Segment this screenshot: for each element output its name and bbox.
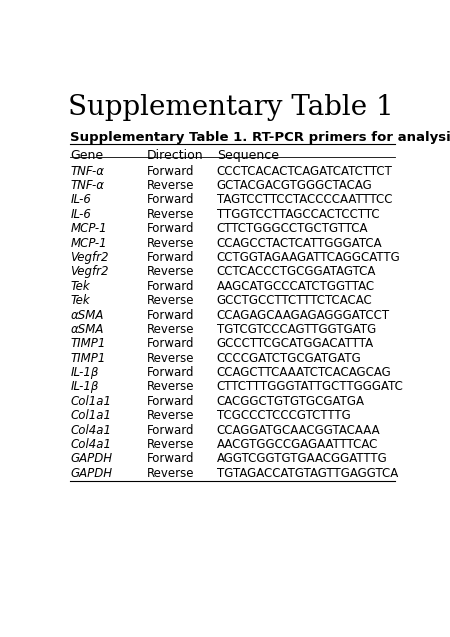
Text: GCCTGCCTTCTTTCTCACAC: GCCTGCCTTCTTTCTCACAC [217, 294, 373, 307]
Text: Forward: Forward [147, 222, 194, 235]
Text: Forward: Forward [147, 395, 194, 408]
Text: IL-1β: IL-1β [70, 380, 99, 394]
Text: AGGTCGGTGTGAACGGATTTG: AGGTCGGTGTGAACGGATTTG [217, 452, 387, 466]
Text: Reverse: Reverse [147, 208, 194, 221]
Text: TTGGTCCTTAGCCACTCCTTC: TTGGTCCTTAGCCACTCCTTC [217, 208, 379, 221]
Text: Reverse: Reverse [147, 236, 194, 250]
Text: TNF-α: TNF-α [70, 165, 104, 178]
Text: Forward: Forward [147, 194, 194, 206]
Text: Reverse: Reverse [147, 409, 194, 422]
Text: Sequence: Sequence [217, 148, 279, 162]
Text: αSMA: αSMA [70, 323, 104, 336]
Text: CCCCGATCTGCGATGATG: CCCCGATCTGCGATGATG [217, 352, 361, 364]
Text: TAGTCCTTCCTACCCCAATTTCC: TAGTCCTTCCTACCCCAATTTCC [217, 194, 392, 206]
Text: Forward: Forward [147, 251, 194, 264]
Text: Forward: Forward [147, 424, 194, 436]
Text: Reverse: Reverse [147, 380, 194, 394]
Text: IL-1β: IL-1β [70, 366, 99, 379]
Text: Direction: Direction [147, 148, 203, 162]
Text: Forward: Forward [147, 165, 194, 178]
Text: AAGCATGCCCATCTGGTTAC: AAGCATGCCCATCTGGTTAC [217, 280, 375, 293]
Text: CCTCACCCTGCGGATAGTCA: CCTCACCCTGCGGATAGTCA [217, 266, 376, 278]
Text: MCP-1: MCP-1 [70, 222, 107, 235]
Text: Supplementary Table 1. RT-PCR primers for analysis: Supplementary Table 1. RT-PCR primers fo… [70, 131, 450, 145]
Text: Reverse: Reverse [147, 266, 194, 278]
Text: Forward: Forward [147, 308, 194, 322]
Text: CCTGGTAGAAGATTCAGGCATTG: CCTGGTAGAAGATTCAGGCATTG [217, 251, 400, 264]
Text: TIMP1: TIMP1 [70, 352, 106, 364]
Text: TIMP1: TIMP1 [70, 338, 106, 350]
Text: CACGGCTGTGTGCGATGA: CACGGCTGTGTGCGATGA [217, 395, 364, 408]
Text: AACGTGGCCGAGAATTTCAC: AACGTGGCCGAGAATTTCAC [217, 438, 378, 451]
Text: Reverse: Reverse [147, 179, 194, 192]
Text: Col4a1: Col4a1 [70, 438, 111, 451]
Text: CCCTCACACTCAGATCATCTTCT: CCCTCACACTCAGATCATCTTCT [217, 165, 392, 178]
Text: Col4a1: Col4a1 [70, 424, 111, 436]
Text: Tek: Tek [70, 280, 90, 293]
Text: Forward: Forward [147, 280, 194, 293]
Text: CTTCTTTGGGTATTGCTTGGGATC: CTTCTTTGGGTATTGCTTGGGATC [217, 380, 404, 394]
Text: Tek: Tek [70, 294, 90, 307]
Text: CCAGAGCAAGAGAGGGATCCT: CCAGAGCAAGAGAGGGATCCT [217, 308, 390, 322]
Text: Reverse: Reverse [147, 323, 194, 336]
Text: Col1a1: Col1a1 [70, 395, 111, 408]
Text: GCCCTTCGCATGGACATTTA: GCCCTTCGCATGGACATTTA [217, 338, 374, 350]
Text: CCAGCCTACTCATTGGGATCA: CCAGCCTACTCATTGGGATCA [217, 236, 382, 250]
Text: Col1a1: Col1a1 [70, 409, 111, 422]
Text: GAPDH: GAPDH [70, 452, 112, 466]
Text: MCP-1: MCP-1 [70, 236, 107, 250]
Text: TCGCCCTCCCGTCTTTG: TCGCCCTCCCGTCTTTG [217, 409, 351, 422]
Text: TGTAGACCATGTAGTTGAGGTCA: TGTAGACCATGTAGTTGAGGTCA [217, 467, 398, 480]
Text: GCTACGACGTGGGCTACAG: GCTACGACGTGGGCTACAG [217, 179, 373, 192]
Text: CCAGCTTCAAATCTCACAGCAG: CCAGCTTCAAATCTCACAGCAG [217, 366, 392, 379]
Text: TNF-α: TNF-α [70, 179, 104, 192]
Text: Forward: Forward [147, 452, 194, 466]
Text: TGTCGTCCCAGTTGGTGATG: TGTCGTCCCAGTTGGTGATG [217, 323, 376, 336]
Text: Vegfr2: Vegfr2 [70, 251, 109, 264]
Text: IL-6: IL-6 [70, 194, 91, 206]
Text: GAPDH: GAPDH [70, 467, 112, 480]
Text: Gene: Gene [70, 148, 104, 162]
Text: αSMA: αSMA [70, 308, 104, 322]
Text: Forward: Forward [147, 338, 194, 350]
Text: CTTCTGGGCCTGCTGTTCA: CTTCTGGGCCTGCTGTTCA [217, 222, 368, 235]
Text: Reverse: Reverse [147, 438, 194, 451]
Text: Reverse: Reverse [147, 352, 194, 364]
Text: Reverse: Reverse [147, 467, 194, 480]
Text: IL-6: IL-6 [70, 208, 91, 221]
Text: CCAGGATGCAACGGTACAAA: CCAGGATGCAACGGTACAAA [217, 424, 380, 436]
Text: Vegfr2: Vegfr2 [70, 266, 109, 278]
Text: Reverse: Reverse [147, 294, 194, 307]
Text: Supplementary Table 1: Supplementary Table 1 [68, 94, 393, 120]
Text: Forward: Forward [147, 366, 194, 379]
